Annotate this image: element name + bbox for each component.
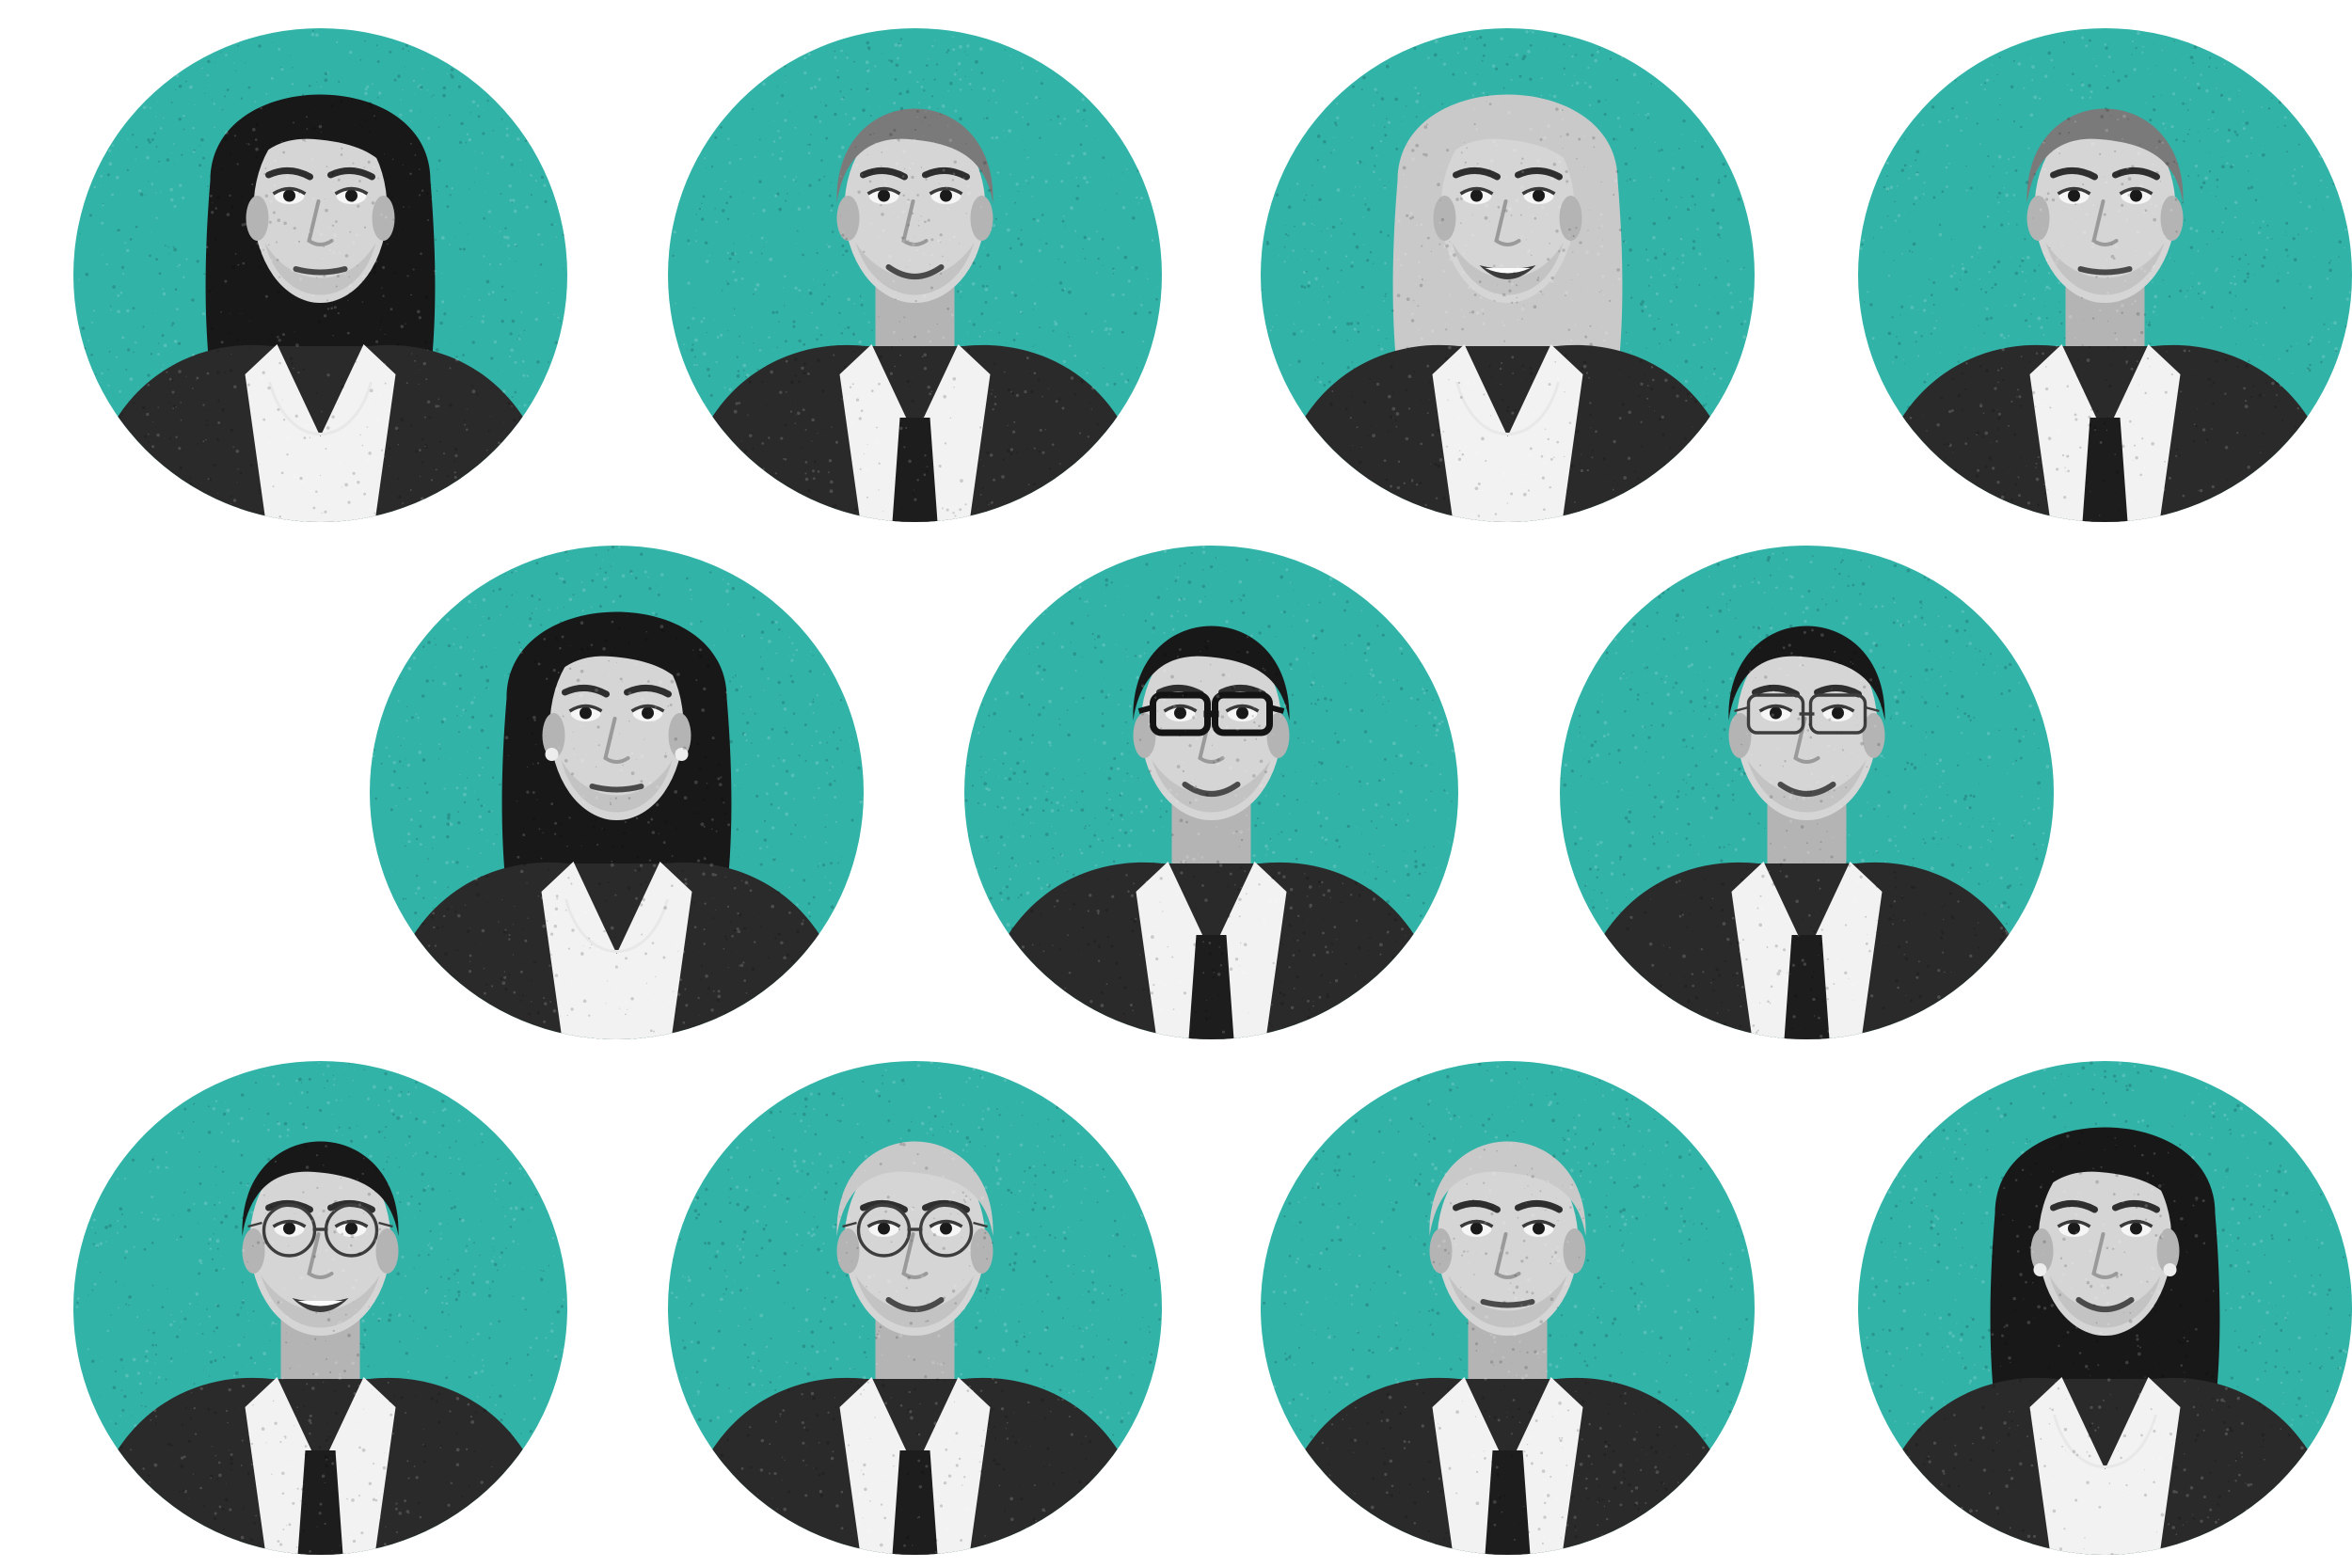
- portrait-cell: [1858, 1061, 2352, 1555]
- portrait-cell: [964, 546, 1458, 1039]
- portrait-cell: [1261, 28, 1755, 522]
- portrait-cell: [73, 1061, 567, 1555]
- portrait-photo: [668, 28, 1162, 522]
- portrait-photo: [1261, 1061, 1755, 1555]
- portrait-photo: [1560, 546, 2054, 1039]
- portrait-cell: [668, 28, 1162, 522]
- portrait-cell: [668, 1061, 1162, 1555]
- portrait-photo: [1261, 28, 1755, 522]
- portrait-photo: [1858, 28, 2352, 522]
- portrait-photo: [1858, 1061, 2352, 1555]
- portrait-photo: [668, 1061, 1162, 1555]
- portrait-cell: [73, 28, 567, 522]
- portrait-cell: [370, 546, 864, 1039]
- portrait-photo: [73, 1061, 567, 1555]
- portrait-cell: [1560, 546, 2054, 1039]
- portrait-photo: [370, 546, 864, 1039]
- portrait-cell: [1858, 28, 2352, 522]
- portrait-photo: [73, 28, 567, 522]
- portrait-cell: [1261, 1061, 1755, 1555]
- portrait-photo: [964, 546, 1458, 1039]
